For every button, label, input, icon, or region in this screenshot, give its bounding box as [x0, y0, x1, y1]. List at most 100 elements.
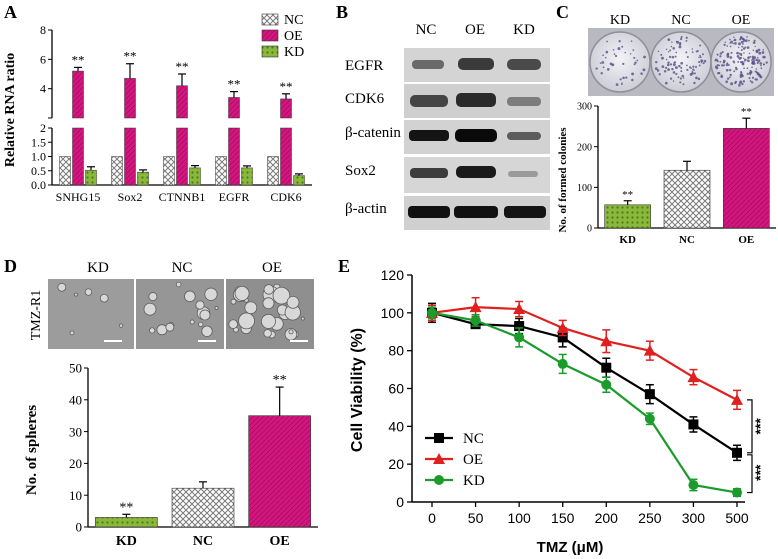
- colony-dot: [730, 51, 733, 54]
- colony-dot: [746, 67, 749, 70]
- colony-dot: [694, 65, 698, 69]
- colony-dot: [757, 48, 761, 52]
- colony-dot: [666, 63, 670, 67]
- panel-e-significance: ***: [752, 418, 768, 435]
- colony-dot: [738, 52, 741, 55]
- colony-dot: [679, 42, 682, 45]
- colony-dot: [737, 46, 740, 49]
- sphere-blob: [272, 286, 291, 305]
- panel-a-y-tick-label: 8: [40, 23, 46, 37]
- panel-e-legend-label: NC: [463, 431, 484, 447]
- colony-dot: [764, 56, 766, 58]
- panel-e-line-nc: [431, 311, 738, 454]
- colony-dot: [634, 61, 637, 64]
- colony-dot: [743, 61, 745, 63]
- colony-dot: [675, 72, 678, 76]
- colony-dot: [601, 61, 605, 64]
- sphere-blob: [263, 329, 272, 338]
- panel-a-x-tick-label: Sox2: [118, 190, 143, 204]
- colony-dot: [605, 50, 609, 54]
- panel-letter-b: B: [336, 2, 348, 22]
- colony-dot: [739, 75, 743, 78]
- colony-dot: [602, 66, 605, 69]
- panel-letter-e: E: [338, 256, 350, 276]
- panel-e-point-nc: [557, 332, 568, 343]
- colony-dot: [675, 51, 678, 54]
- sphere-blob: [118, 323, 124, 328]
- colony-dot: [697, 77, 701, 81]
- colony-dot: [725, 68, 729, 72]
- colony-dot: [716, 64, 719, 67]
- colony-dot: [740, 49, 743, 52]
- sphere-blob: [244, 301, 258, 315]
- sphere-blob: [263, 284, 274, 295]
- panel-a-bar-oe-upper: [176, 85, 188, 119]
- panel-e-point-nc: [601, 362, 612, 373]
- blot-strip-sox2: [404, 157, 550, 193]
- colony-dot: [742, 63, 745, 65]
- sphere-blob: [189, 319, 195, 325]
- colony-dot: [744, 39, 748, 43]
- panel-a-significance: **: [280, 79, 293, 94]
- colony-dot: [754, 78, 757, 81]
- colony-dot: [641, 73, 643, 75]
- colony-dot: [739, 70, 743, 74]
- sphere-blob: [165, 322, 175, 332]
- colony-plate-image: [588, 28, 774, 96]
- panel-d-significance: **: [273, 373, 287, 388]
- colony-dot: [665, 58, 668, 61]
- blot-column-kd: KD: [513, 22, 535, 38]
- panel-e-legend-marker: [434, 433, 444, 443]
- blot-column-nc: NC: [416, 22, 437, 38]
- panel-e-point-kd: [732, 487, 742, 498]
- colony-dot: [600, 72, 603, 75]
- panel-a-x-tick-label: SNHG15: [56, 190, 101, 204]
- panel-a-legend-label: KD: [284, 45, 304, 60]
- panel-a-bar-oe-upper: [124, 78, 136, 119]
- colony-dot: [742, 42, 744, 45]
- colony-dot: [721, 64, 724, 67]
- panel-e-point-nc: [732, 447, 742, 458]
- panel-a-bar-oe-upper: [72, 70, 84, 119]
- panel-e-point-kd: [557, 358, 568, 369]
- colony-dot: [604, 56, 607, 59]
- panel-a-bar-kd: [293, 175, 305, 186]
- panel-d-significance: **: [119, 500, 133, 515]
- colony-dot: [717, 72, 720, 75]
- panel-e-x-tick-label: 100: [507, 510, 531, 526]
- panel-a-y-tick-label: 1.5: [31, 135, 46, 149]
- sphere-blob: [204, 287, 218, 301]
- panel-a-legend-swatch-kd: [261, 45, 279, 58]
- colony-dot: [629, 53, 632, 55]
- colony-dot: [755, 58, 758, 62]
- panel-c-significance: **: [741, 106, 752, 118]
- panel-e-x-tick-label: 50: [468, 510, 484, 526]
- colony-dot: [722, 59, 726, 63]
- sphere-blob: [195, 300, 205, 310]
- panel-a-y-tick-label: 0.5: [31, 164, 46, 178]
- colony-dot: [672, 80, 675, 82]
- panel-d-bar-oe: [248, 415, 311, 528]
- panel-a-bar-nc: [111, 156, 123, 186]
- colony-dot: [755, 68, 758, 70]
- panel-a-y-tick-label: 6: [40, 52, 46, 66]
- colony-dot: [669, 77, 673, 80]
- colony-dot: [719, 55, 722, 58]
- colony-dot: [681, 74, 685, 78]
- blot-strip-egfr: [404, 48, 550, 82]
- panel-e-significance-bracket: [747, 454, 753, 494]
- colony-dot: [756, 61, 759, 64]
- colony-dot: [758, 51, 762, 55]
- panel-e-y-tick-label: 100: [381, 305, 405, 321]
- colony-dot: [643, 55, 646, 59]
- colony-dot: [625, 76, 628, 79]
- colony-dot: [682, 77, 685, 79]
- sphere-blob: [99, 293, 109, 303]
- panel-c-bar-nc: [663, 169, 711, 229]
- plate-label-oe: OE: [732, 13, 751, 28]
- colony-dot: [754, 45, 756, 48]
- colony-dot: [755, 50, 759, 54]
- colony-dot: [686, 56, 689, 59]
- panel-e-x-axis-label: TMZ (μM): [537, 539, 604, 556]
- colony-dot: [732, 42, 734, 45]
